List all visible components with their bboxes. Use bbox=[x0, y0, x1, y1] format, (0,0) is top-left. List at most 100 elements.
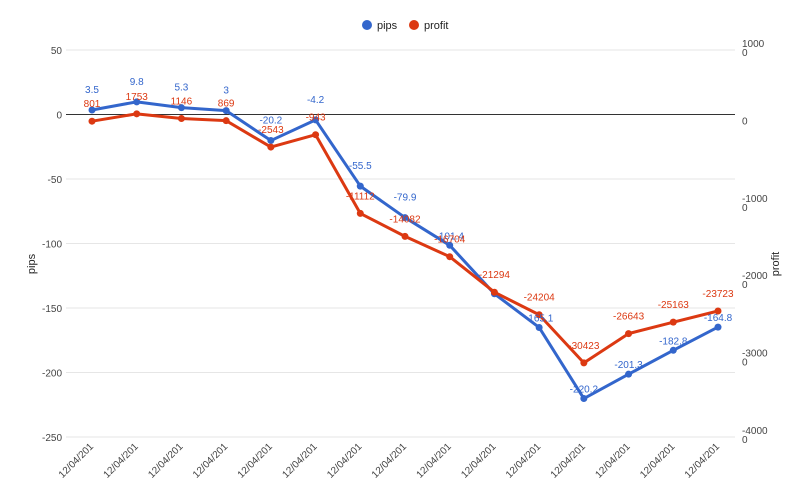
data-label-profit: 801 bbox=[84, 99, 101, 110]
x-tick-label: 12/04/201 bbox=[683, 441, 723, 481]
x-tick-label: 12/04/201 bbox=[280, 441, 320, 481]
right-tick-label: -2000 0 bbox=[742, 271, 768, 291]
data-label-pips: -220.2 bbox=[570, 385, 599, 396]
point-profit[interactable] bbox=[133, 110, 141, 118]
point-pips[interactable] bbox=[401, 214, 409, 222]
point-profit[interactable] bbox=[222, 117, 230, 125]
x-axis-ticks: 12/04/201 12/04/201 12/04/201 12/04/201 12/0… bbox=[57, 441, 723, 481]
data-label-pips: 5.3 bbox=[174, 83, 188, 94]
point-profit[interactable] bbox=[88, 117, 96, 125]
point-profit[interactable] bbox=[267, 143, 275, 151]
data-label-profit: -943 bbox=[306, 113, 326, 124]
data-label-pips: 9.8 bbox=[130, 77, 144, 88]
point-pips[interactable] bbox=[446, 241, 454, 249]
x-tick-label: 12/04/201 bbox=[370, 441, 410, 481]
data-label-profit: 869 bbox=[218, 99, 235, 110]
data-label-pips: -182.8 bbox=[659, 336, 688, 347]
right-axis-ticks: 1000 0 0 -1000 0 -2000 0 -3000 0 -4000 0 bbox=[742, 39, 768, 446]
data-label-pips: -55.5 bbox=[349, 161, 372, 172]
x-tick-label: 12/04/201 bbox=[415, 441, 455, 481]
point-profit[interactable] bbox=[490, 288, 498, 296]
left-axis-title: pips bbox=[26, 253, 38, 274]
x-tick-label: 12/04/201 bbox=[236, 441, 276, 481]
left-tick-label: -150 bbox=[42, 304, 62, 315]
point-profit[interactable] bbox=[669, 318, 677, 326]
x-tick-label: 12/04/201 bbox=[325, 441, 365, 481]
left-tick-label: 50 bbox=[51, 46, 63, 57]
series-line-pips bbox=[91, 100, 719, 401]
data-label-profit: -16704 bbox=[434, 235, 466, 246]
data-label-pips: -101.4 bbox=[436, 231, 465, 242]
point-pips[interactable] bbox=[267, 137, 275, 145]
point-pips[interactable] bbox=[356, 182, 364, 190]
point-pips[interactable] bbox=[625, 370, 633, 378]
data-label-profit: 1146 bbox=[171, 97, 193, 108]
left-tick-label: -200 bbox=[42, 369, 62, 380]
right-tick-label: -3000 0 bbox=[742, 349, 768, 369]
point-profit[interactable] bbox=[714, 307, 722, 315]
x-tick-label: 12/04/201 bbox=[638, 441, 678, 481]
data-label-pips: -201.3 bbox=[614, 360, 643, 371]
data-label-profit: -24204 bbox=[524, 293, 556, 304]
point-profit[interactable] bbox=[312, 131, 320, 139]
point-profit[interactable] bbox=[401, 232, 409, 240]
x-tick-label: 12/04/201 bbox=[593, 441, 633, 481]
data-label-pips: -79.9 bbox=[394, 193, 417, 204]
data-label-profit: -2543 bbox=[258, 125, 284, 136]
right-tick-label: 1000 0 bbox=[742, 39, 765, 59]
point-pips[interactable] bbox=[580, 395, 588, 403]
data-label-profit: -23723 bbox=[702, 289, 734, 300]
data-label-profit: 1753 bbox=[126, 92, 149, 103]
x-tick-label: 12/04/201 bbox=[146, 441, 186, 481]
legend[interactable]: pips profit bbox=[362, 20, 448, 32]
point-profit[interactable] bbox=[177, 115, 185, 123]
data-label-profit: -30423 bbox=[568, 341, 600, 352]
left-tick-label: -100 bbox=[42, 240, 62, 251]
point-pips[interactable] bbox=[222, 107, 230, 115]
x-tick-label: 12/04/201 bbox=[459, 441, 499, 481]
right-tick-label: -4000 0 bbox=[742, 426, 768, 446]
data-label-profit: -25163 bbox=[658, 300, 690, 311]
point-pips[interactable] bbox=[535, 323, 543, 331]
gridlines bbox=[66, 49, 735, 438]
point-pips[interactable] bbox=[312, 116, 320, 124]
data-label-profit: -11112 bbox=[346, 191, 375, 202]
point-profit[interactable] bbox=[625, 330, 633, 338]
x-tick-label: 12/04/201 bbox=[504, 441, 544, 481]
x-tick-label: 12/04/201 bbox=[102, 441, 142, 481]
data-label-pips: -165.1 bbox=[525, 313, 554, 324]
left-tick-label: -50 bbox=[48, 175, 63, 186]
data-labels: 3.5 9.8 5.3 3 -20.2 -4.2 -55.5 -79.9 -101.4 -165.… bbox=[84, 77, 734, 396]
data-label-profit: -21294 bbox=[479, 270, 511, 281]
legend-profit-label: profit bbox=[424, 20, 448, 32]
point-pips[interactable] bbox=[177, 104, 185, 112]
left-axis-ticks: 50 0 -50 -100 -150 -200 -250 bbox=[42, 46, 62, 444]
right-axis-title: profit bbox=[770, 252, 782, 276]
data-label-pips: -164.8 bbox=[704, 313, 733, 324]
point-profit[interactable] bbox=[446, 253, 454, 261]
right-tick-label: -1000 0 bbox=[742, 194, 768, 214]
series-lines bbox=[88, 98, 722, 403]
point-pips[interactable] bbox=[669, 346, 677, 354]
point-profit[interactable] bbox=[580, 359, 588, 367]
point-profit[interactable] bbox=[356, 209, 364, 217]
data-label-pips: 3.5 bbox=[85, 85, 99, 96]
data-label-profit: -14082 bbox=[389, 214, 421, 225]
left-tick-label: -250 bbox=[42, 433, 62, 444]
x-tick-label: 12/04/201 bbox=[549, 441, 589, 481]
point-profit[interactable] bbox=[535, 311, 543, 319]
point-pips[interactable] bbox=[88, 106, 96, 114]
left-tick-label: 0 bbox=[56, 111, 62, 122]
legend-profit-marker bbox=[409, 20, 419, 30]
data-label-pips: 3 bbox=[223, 86, 229, 97]
legend-pips-marker bbox=[362, 20, 372, 30]
legend-pips-label: pips bbox=[377, 20, 398, 32]
x-tick-label: 12/04/201 bbox=[191, 441, 231, 481]
point-pips[interactable] bbox=[714, 323, 722, 331]
data-label-pips: -4.2 bbox=[307, 95, 325, 106]
data-label-pips: -20.2 bbox=[259, 116, 282, 127]
point-pips[interactable] bbox=[133, 98, 141, 106]
x-tick-label: 12/04/201 bbox=[57, 441, 97, 481]
